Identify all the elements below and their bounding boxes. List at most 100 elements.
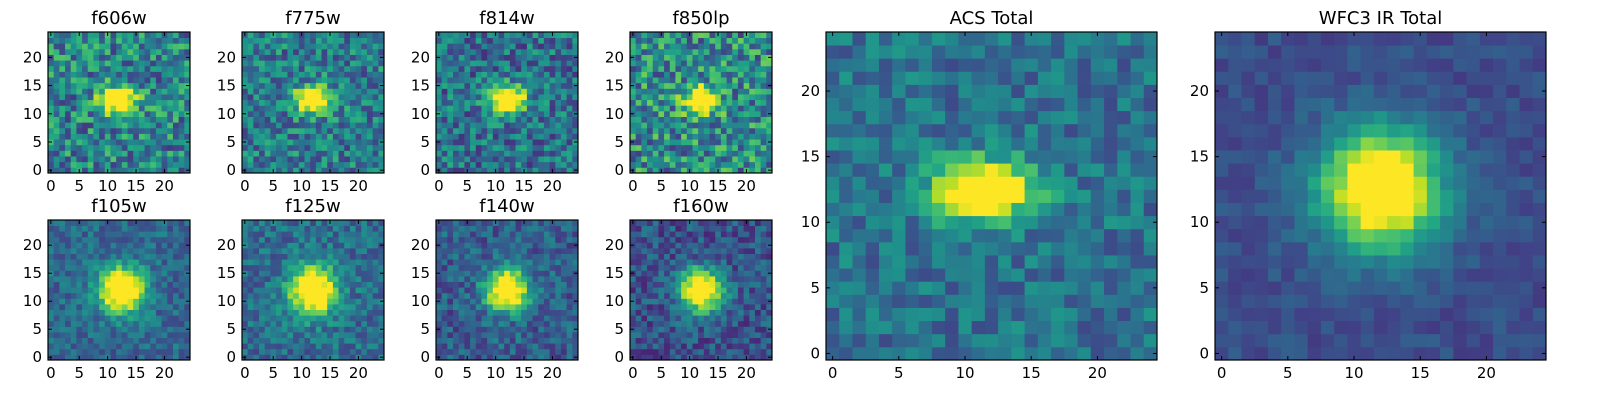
heatmap-cell — [155, 167, 162, 174]
heatmap-cell — [681, 161, 688, 168]
heatmap-cell — [259, 139, 266, 146]
heatmap-cell — [99, 332, 106, 338]
heatmap-cell — [487, 133, 494, 140]
heatmap-cell — [658, 65, 665, 72]
y-tick-label: 5 — [614, 133, 624, 151]
heatmap-cell — [549, 348, 556, 355]
heatmap-cell — [652, 276, 659, 282]
heatmap-cell — [253, 332, 260, 338]
heatmap-cell — [93, 292, 100, 299]
heatmap-cell — [538, 253, 545, 260]
heatmap-cell — [338, 326, 345, 333]
heatmap-cell — [161, 99, 168, 106]
heatmap-cell — [630, 105, 637, 112]
heatmap-cell — [515, 94, 522, 101]
heatmap-cell — [76, 304, 83, 310]
heatmap-cell — [692, 287, 699, 294]
heatmap-cell — [709, 37, 716, 44]
heatmap-cell — [458, 276, 465, 282]
heatmap-cell — [464, 116, 471, 123]
heatmap-cell — [572, 48, 579, 55]
heatmap-cell — [70, 332, 77, 338]
heatmap-cell — [355, 110, 362, 117]
heatmap-cell — [293, 253, 300, 260]
heatmap-cell — [172, 99, 180, 106]
heatmap-cell — [253, 242, 260, 249]
heatmap-cell — [264, 71, 271, 78]
heatmap-cell — [327, 326, 334, 333]
heatmap-cell — [532, 139, 539, 146]
heatmap-cell — [509, 144, 516, 151]
heatmap-cell — [259, 315, 266, 322]
heatmap-cell — [453, 276, 460, 282]
heatmap-cell — [635, 82, 642, 89]
heatmap-cell — [104, 105, 111, 112]
heatmap-cell — [338, 281, 345, 288]
heatmap-cell — [104, 315, 111, 322]
heatmap-cell — [487, 298, 494, 305]
heatmap-cell — [127, 309, 134, 316]
heatmap-cell — [48, 116, 55, 123]
heatmap-cell — [532, 248, 539, 254]
heatmap-cell — [259, 88, 266, 95]
heatmap-cell — [458, 354, 465, 361]
heatmap-cell — [133, 110, 140, 117]
heatmap-cell — [133, 127, 140, 134]
heatmap-cell — [281, 332, 288, 338]
heatmap-cell — [110, 281, 117, 288]
heatmap-cell — [372, 82, 379, 89]
heatmap-cell — [737, 82, 744, 89]
heatmap-cell — [766, 292, 773, 299]
heatmap-cell — [560, 225, 568, 232]
heatmap-cell — [703, 337, 710, 344]
heatmap-cell — [144, 122, 151, 129]
heatmap-cell — [82, 264, 89, 271]
heatmap-cell — [647, 348, 654, 355]
heatmap-cell — [99, 77, 106, 84]
heatmap-cell — [304, 220, 311, 226]
heatmap-cell — [515, 343, 522, 350]
heatmap-cell — [116, 281, 123, 288]
heatmap-cell — [344, 127, 351, 134]
x-tick-label: 20 — [349, 364, 368, 382]
heatmap-cell — [104, 43, 111, 50]
heatmap-cell — [361, 315, 368, 322]
heatmap-cell — [172, 54, 180, 61]
heatmap-cell — [560, 298, 568, 305]
heatmap-cell — [259, 287, 266, 294]
heatmap-cell — [287, 156, 294, 163]
heatmap-cell — [549, 99, 556, 106]
heatmap-cell — [441, 127, 448, 134]
heatmap-cell — [264, 110, 271, 117]
heatmap-cell — [178, 315, 185, 322]
heatmap-cell — [470, 348, 477, 355]
heatmap-cell — [87, 326, 94, 333]
heatmap-cell — [53, 32, 60, 39]
heatmap-cell — [498, 231, 505, 238]
heatmap-cell — [310, 348, 317, 355]
heatmap-cell — [743, 105, 750, 112]
heatmap-cell — [664, 48, 671, 55]
heatmap-cell — [76, 242, 83, 249]
heatmap-cell — [549, 292, 556, 299]
heatmap-cell — [543, 60, 550, 67]
heatmap-cell — [504, 133, 511, 140]
heatmap-cell — [760, 71, 767, 78]
heatmap-cell — [549, 65, 556, 72]
heatmap-cell — [53, 82, 60, 89]
heatmap-cell — [276, 82, 283, 89]
heatmap-cell — [572, 122, 579, 129]
heatmap-cell — [669, 320, 676, 327]
heatmap-cell — [458, 236, 465, 243]
heatmap-cell — [242, 264, 249, 271]
heatmap-cell — [138, 122, 145, 129]
heatmap-cell — [498, 127, 505, 134]
heatmap-cell — [549, 264, 556, 271]
heatmap-cell — [121, 264, 128, 271]
heatmap-cell — [447, 343, 454, 350]
heatmap-cell — [82, 161, 89, 168]
heatmap-cell — [332, 315, 339, 322]
heatmap-cell — [155, 82, 162, 89]
heatmap-cell — [543, 65, 550, 72]
heatmap-cell — [93, 150, 100, 157]
